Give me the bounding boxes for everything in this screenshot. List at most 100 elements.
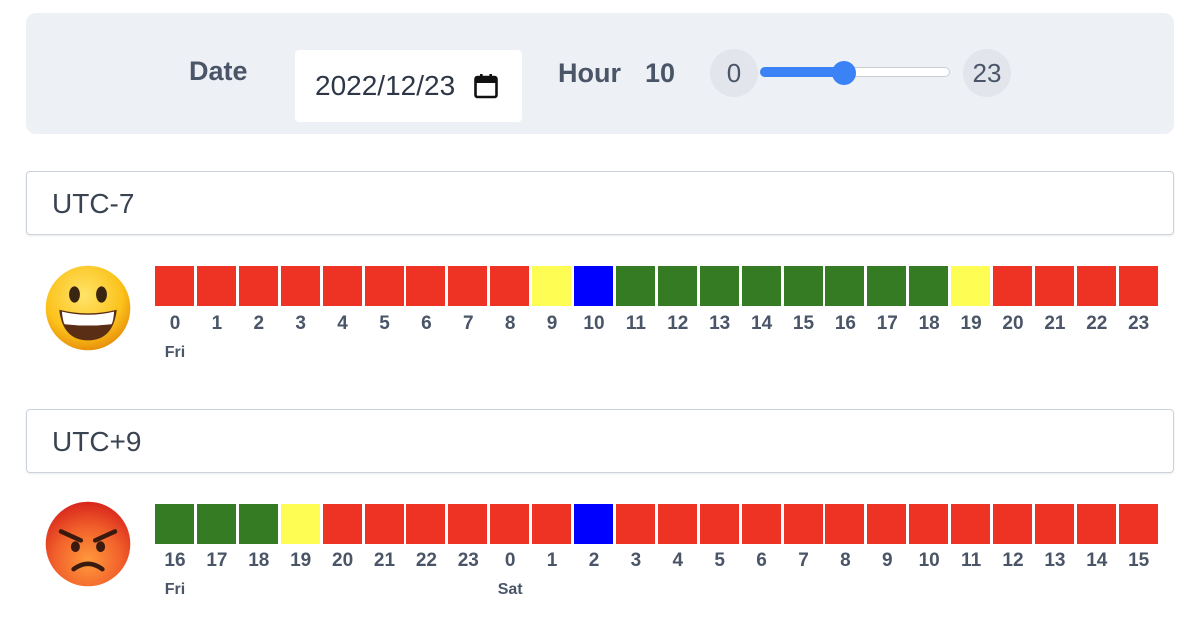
hour-label: 10 xyxy=(918,550,940,571)
hour-cell[interactable] xyxy=(993,504,1032,544)
hour-label: 0 xyxy=(169,313,181,334)
hour-label: 21 xyxy=(373,550,396,571)
hour-cell[interactable] xyxy=(155,504,194,544)
day-label: Fri xyxy=(164,581,186,598)
hour-cell[interactable] xyxy=(1034,504,1074,544)
hour-cell[interactable] xyxy=(490,266,530,306)
hour-label: 13 xyxy=(709,313,731,334)
hour-cells-row xyxy=(155,504,1159,544)
hour-label: 2 xyxy=(588,550,600,571)
hour-label: 5 xyxy=(714,550,725,571)
hour-cell[interactable] xyxy=(532,266,572,306)
timezone-input-2[interactable]: UTC+9 xyxy=(26,409,1174,473)
hour-cell[interactable] xyxy=(783,266,823,306)
hour-cell[interactable] xyxy=(448,504,488,544)
hour-cell[interactable] xyxy=(406,266,446,306)
hour-cell[interactable] xyxy=(699,504,739,544)
hour-cell[interactable] xyxy=(155,266,194,306)
day-label: Sat xyxy=(497,581,523,598)
hour-label: 7 xyxy=(463,313,474,334)
hour-cell[interactable] xyxy=(867,266,907,306)
hour-label: 5 xyxy=(379,313,390,334)
hour-cell[interactable] xyxy=(1118,504,1158,544)
hour-cell[interactable] xyxy=(909,504,949,544)
hour-cell[interactable] xyxy=(280,266,320,306)
hour-cell[interactable] xyxy=(657,266,697,306)
timezone-input-1[interactable]: UTC-7 xyxy=(26,171,1174,235)
hour-label: 4 xyxy=(672,550,684,571)
hour-label: 9 xyxy=(546,313,558,334)
hour-label: 22 xyxy=(415,550,437,571)
hour-cell[interactable] xyxy=(951,504,991,544)
hour-label: 13 xyxy=(1044,550,1066,571)
hour-cell[interactable] xyxy=(490,504,530,544)
date-input[interactable]: 2022/12/23 xyxy=(295,50,522,122)
hour-label: 14 xyxy=(751,313,773,334)
hour-cell[interactable] xyxy=(699,266,739,306)
hour-label: 9 xyxy=(882,550,893,571)
hour-cell[interactable] xyxy=(238,266,278,306)
hour-cell[interactable] xyxy=(280,504,320,544)
hour-cell[interactable] xyxy=(825,504,865,544)
hour-label: 18 xyxy=(248,550,270,571)
hour-label: 15 xyxy=(1128,550,1150,571)
hour-cell[interactable] xyxy=(574,504,613,544)
hour-cell[interactable] xyxy=(1118,266,1158,306)
hour-label: 17 xyxy=(876,313,898,334)
hour-cell[interactable] xyxy=(951,266,991,306)
hour-label: 7 xyxy=(798,550,809,571)
hour-cell[interactable] xyxy=(741,266,781,306)
hour-cell[interactable] xyxy=(364,266,404,306)
hour-label: 3 xyxy=(295,313,306,334)
hour-label: 15 xyxy=(792,313,815,334)
hour-label: 12 xyxy=(1002,550,1024,571)
hour-cell[interactable] xyxy=(364,504,404,544)
hour-label: 14 xyxy=(1086,550,1108,571)
hour-value: 10 xyxy=(645,58,676,88)
hour-cell[interactable] xyxy=(196,504,236,544)
hour-cell[interactable] xyxy=(448,266,488,306)
hour-cell[interactable] xyxy=(574,266,613,306)
slider-max-value: 23 xyxy=(963,49,1011,97)
hour-label: 1 xyxy=(546,550,558,571)
hour-label: 19 xyxy=(290,550,312,571)
hour-cell[interactable] xyxy=(615,504,655,544)
hour-cell[interactable] xyxy=(1034,266,1074,306)
hour-cell[interactable] xyxy=(783,504,823,544)
hour-label: 20 xyxy=(1002,313,1024,334)
hour-label: 11 xyxy=(625,313,646,334)
hour-cell[interactable] xyxy=(1076,266,1116,306)
hour-slider-thumb[interactable] xyxy=(832,61,857,85)
hour-label: 0 xyxy=(504,550,516,571)
hour-label: 22 xyxy=(1086,313,1108,334)
timezone-name: UTC-7 xyxy=(52,188,135,219)
hour-cell[interactable] xyxy=(825,266,865,306)
hour-label: 10 xyxy=(583,313,605,334)
hour-cell[interactable] xyxy=(1076,504,1116,544)
hour-label: 2 xyxy=(253,313,265,334)
angry-face-icon xyxy=(45,501,131,587)
hour-cell[interactable] xyxy=(993,266,1032,306)
hour-cell[interactable] xyxy=(909,266,949,306)
date-input-value: 2022/12/23 xyxy=(315,70,456,101)
hour-label: 12 xyxy=(667,313,689,334)
hour-cells-row xyxy=(155,266,1159,306)
hour-label: 23 xyxy=(457,550,479,571)
hour-cell[interactable] xyxy=(322,266,362,306)
hour-label: 1 xyxy=(211,313,223,334)
hour-cell[interactable] xyxy=(615,266,655,306)
hour-label: 11 xyxy=(961,550,982,571)
day-label: Fri xyxy=(164,344,186,361)
hour-cell[interactable] xyxy=(406,504,446,544)
date-label: Date xyxy=(189,56,248,86)
hour-label: 6 xyxy=(756,550,767,571)
hour-cell[interactable] xyxy=(322,504,362,544)
hour-cell[interactable] xyxy=(238,504,278,544)
calendar-icon[interactable] xyxy=(474,73,498,99)
hour-cell[interactable] xyxy=(196,266,236,306)
hour-cell[interactable] xyxy=(532,504,572,544)
hour-cell[interactable] xyxy=(741,504,781,544)
hour-cell[interactable] xyxy=(867,504,907,544)
hour-cell[interactable] xyxy=(657,504,697,544)
hour-label: 18 xyxy=(918,313,940,334)
